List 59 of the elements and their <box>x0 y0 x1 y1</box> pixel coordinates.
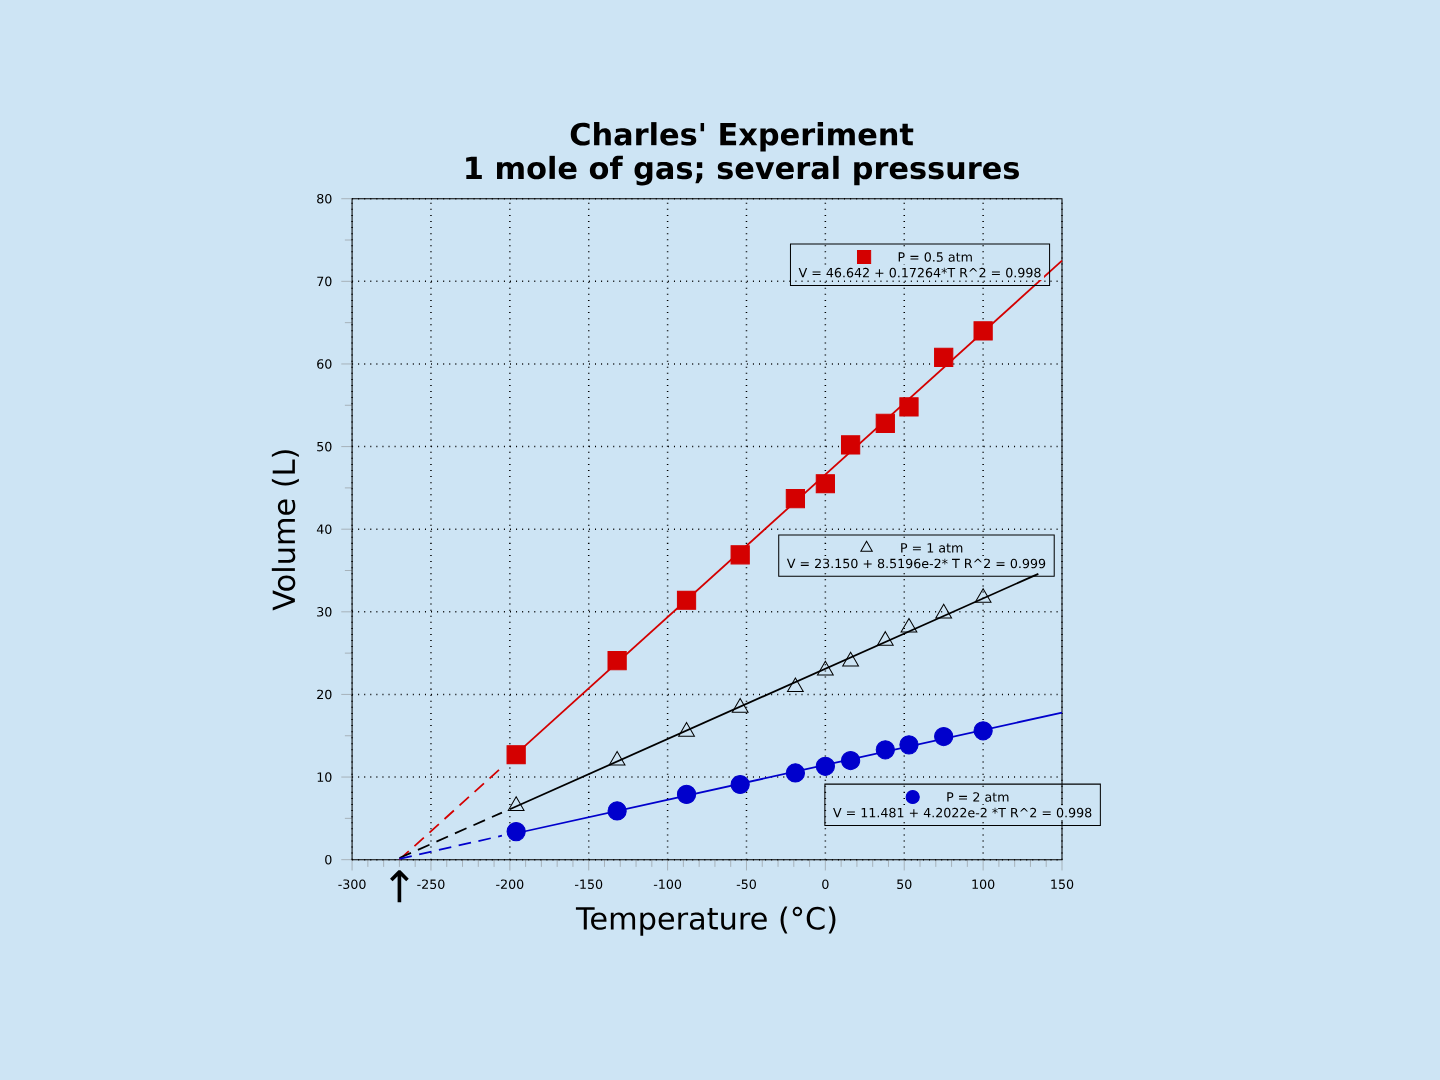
y-axis-title: Volume (L) <box>271 450 299 611</box>
point <box>676 590 697 610</box>
point <box>785 763 806 783</box>
point <box>607 650 627 671</box>
point <box>785 489 806 509</box>
y-tick-label: 40 <box>316 524 332 535</box>
point <box>875 413 895 434</box>
point <box>731 698 749 713</box>
y-tick-label: 70 <box>317 276 332 287</box>
x-tick-label: -150 <box>575 879 603 890</box>
point <box>815 474 835 494</box>
point <box>934 347 954 367</box>
annotation: V = 11.481 + 4.2022e-2 *T R^2 = 0.998 <box>833 807 1092 818</box>
annotation: ↑ <box>390 870 409 903</box>
x-axis-title: Temperature (°C) <box>575 906 836 936</box>
chart-subtitle: 1 mole of gas; several pressures <box>466 155 1019 186</box>
y-tick-label: 50 <box>317 441 332 452</box>
point <box>506 745 526 765</box>
point <box>974 588 992 603</box>
point <box>876 631 894 646</box>
point <box>676 784 697 805</box>
point <box>815 756 835 776</box>
x-tick-label: -200 <box>496 879 524 890</box>
point <box>840 435 861 455</box>
x-tick-label: 100 <box>972 879 995 890</box>
x-tick-label: 0 <box>822 879 829 890</box>
point <box>973 721 993 741</box>
legend-label: P = 2 atm <box>947 792 1009 802</box>
point <box>678 722 695 737</box>
point <box>840 750 861 771</box>
chart-title: Charles' Experiment <box>570 122 914 152</box>
legend-label: P = 0.5 atm <box>898 252 972 262</box>
annotation: V = 23.150 + 8.5196e-2* T R^2 = 0.999 <box>786 558 1046 569</box>
point <box>842 651 860 667</box>
point <box>730 774 750 795</box>
y-tick-label: 10 <box>317 772 332 782</box>
point <box>507 796 525 812</box>
point <box>899 735 919 755</box>
y-tick-label: 0 <box>325 854 332 865</box>
point <box>730 545 750 565</box>
x-tick-label: 50 <box>897 879 912 890</box>
x-tick-label: 150 <box>1051 879 1074 890</box>
x-tick-label: -250 <box>417 879 445 890</box>
point <box>786 677 804 693</box>
y-tick-label: 80 <box>317 193 332 204</box>
x-tick-label: -50 <box>736 879 756 890</box>
annotation: V = 46.642 + 0.17264*T R^2 = 0.998 <box>798 267 1041 278</box>
point <box>973 321 993 341</box>
y-tick-label: 20 <box>317 689 332 700</box>
y-tick-label: 60 <box>317 359 332 369</box>
point <box>934 726 954 747</box>
x-tick-label: -300 <box>338 879 366 890</box>
point <box>607 801 627 821</box>
x-tick-label: -100 <box>653 879 682 890</box>
point <box>506 821 526 842</box>
point <box>899 397 919 417</box>
point <box>875 740 895 760</box>
y-tick-label: 30 <box>317 607 332 617</box>
legend-label: P = 1 atm <box>901 543 963 553</box>
